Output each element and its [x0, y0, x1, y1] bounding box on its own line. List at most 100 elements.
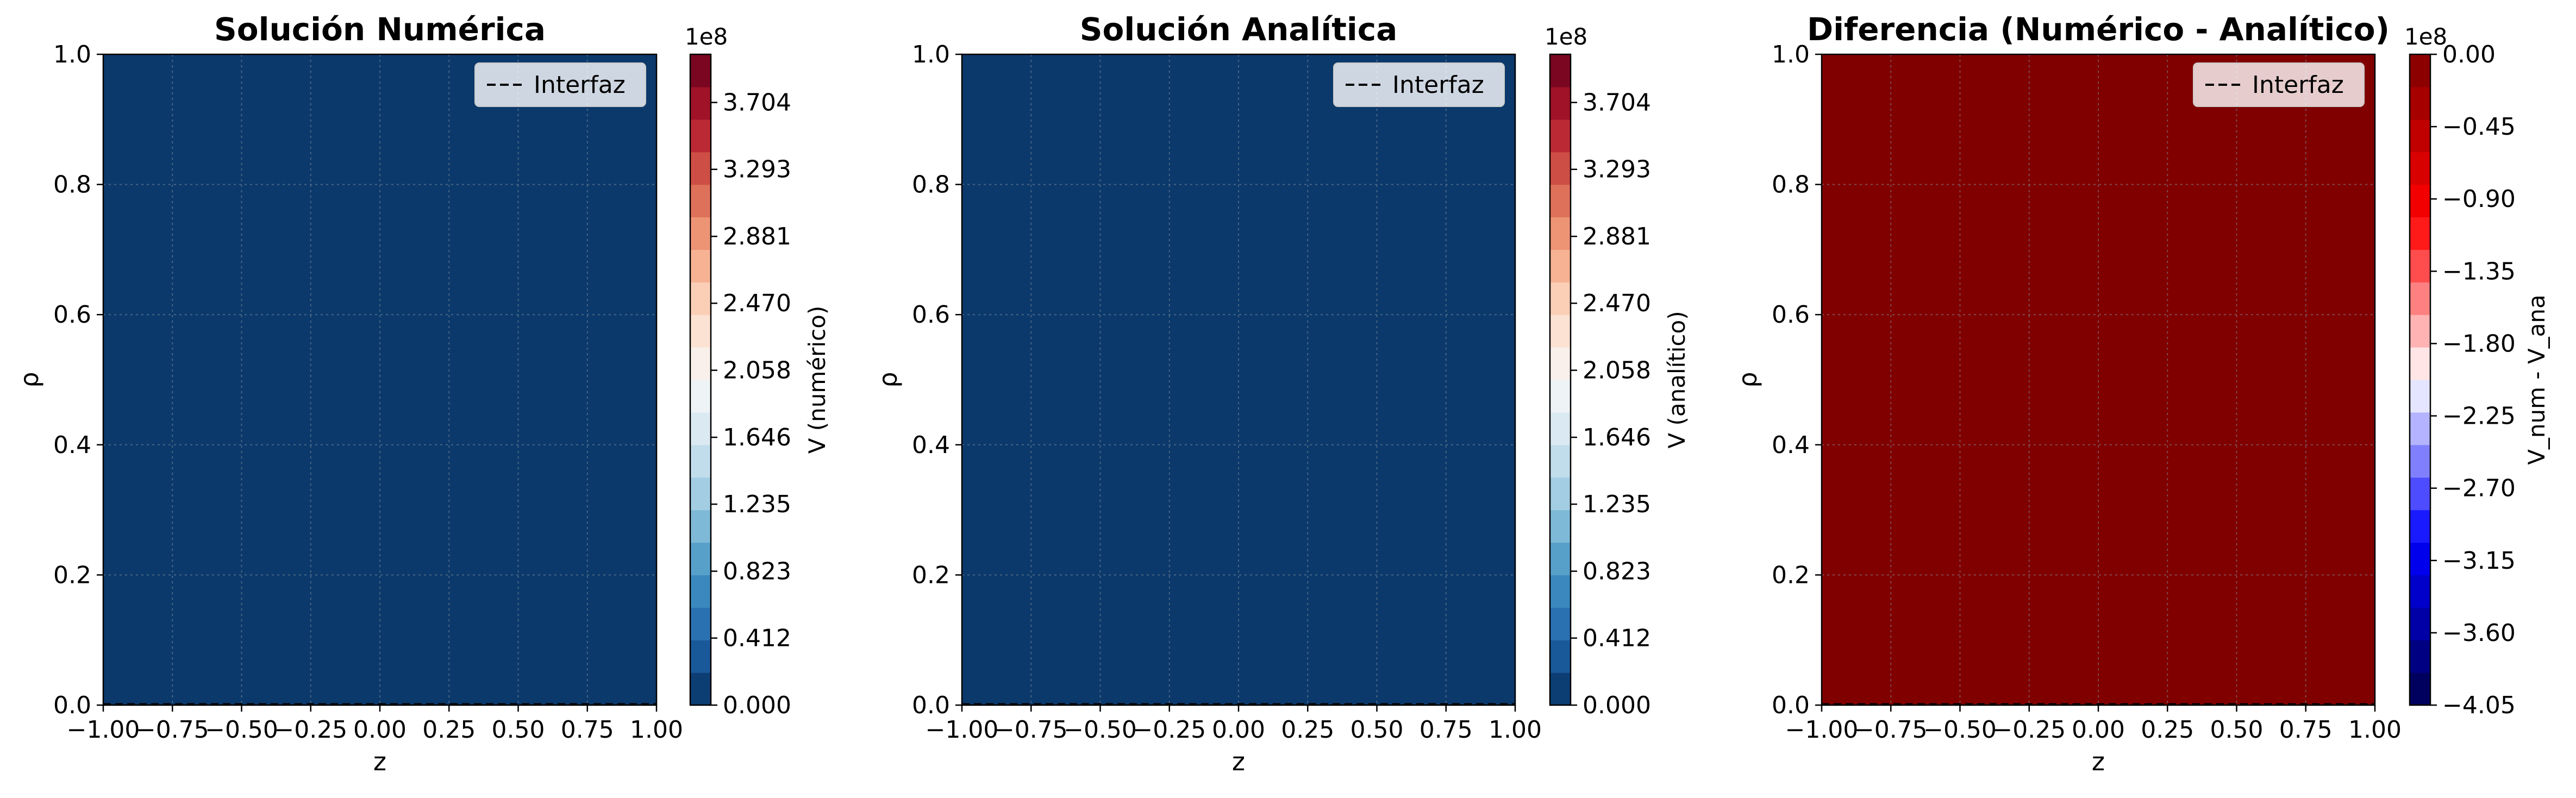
colorbar-tick-label: −0.90 [2442, 185, 2516, 213]
y-tick-label: 0.0 [1772, 692, 1810, 719]
colorbar-segment [1550, 315, 1571, 348]
colorbar-segment [2410, 119, 2430, 153]
colorbar-tick-label: 1.646 [1583, 424, 1651, 451]
x-tick-label: 0.50 [2210, 716, 2264, 744]
colorbar-segment [1550, 510, 1571, 543]
colorbar-segment [690, 217, 711, 250]
x-tick-label: −0.25 [274, 716, 347, 744]
colorbar-segment [1550, 380, 1571, 413]
colorbar-segment [2410, 347, 2430, 380]
x-tick-label: −0.25 [1992, 716, 2066, 744]
y-tick-label: 0.2 [1772, 561, 1810, 589]
colorbar-segment [2410, 542, 2430, 575]
chart-title: Solución Analítica [1080, 11, 1398, 48]
x-tick-label: 0.25 [422, 716, 476, 744]
x-tick-label: −1.00 [1785, 716, 1859, 744]
colorbar-tick-label: 1.646 [723, 424, 791, 451]
y-tick-label: 0.0 [912, 692, 950, 719]
y-axis-label: ρ [15, 372, 44, 387]
colorbar-segment [690, 607, 711, 640]
x-tick-label: −0.75 [1854, 716, 1928, 744]
colorbar-segment [1550, 184, 1571, 218]
colorbar-tick-label: −2.25 [2442, 403, 2516, 430]
y-tick-label: 0.8 [53, 171, 91, 199]
colorbar-segment [690, 315, 711, 348]
colorbar-segment [2410, 640, 2430, 673]
colorbar-tick-label: 2.470 [723, 290, 791, 317]
colorbar-tick-label: 3.293 [723, 156, 791, 184]
colorbar-tick-label: 0.412 [1583, 625, 1651, 652]
colorbar-segment [690, 282, 711, 315]
colorbar-segment [2410, 380, 2430, 413]
colorbar-segment [690, 184, 711, 218]
x-tick-label: −1.00 [67, 716, 140, 744]
colorbar-segment [1550, 673, 1571, 706]
y-tick-label: 0.6 [1772, 301, 1810, 329]
x-tick-label: 0.25 [1281, 716, 1334, 744]
colorbar-segment [1550, 249, 1571, 282]
legend-box [474, 62, 646, 107]
colorbar-tick-label: −1.35 [2442, 257, 2516, 285]
colorbar-tick-label: −1.80 [2442, 330, 2516, 357]
colorbar-segment [2410, 510, 2430, 543]
colorbar-segment [2410, 86, 2430, 120]
colorbar-segment [690, 380, 711, 413]
colorbar-tick-label: 0.000 [723, 692, 791, 719]
panel-2: −1.00−0.75−0.50−0.25 0.00 0.25 0.50 0.75 1.00… [873, 11, 1690, 776]
x-tick-label: −1.00 [926, 716, 999, 744]
chart-title: Diferencia (Numérico - Analítico) [1807, 11, 2390, 48]
colorbar-tick-label: −4.05 [2442, 692, 2516, 719]
colorbar-tick-label: 0.000 [1583, 692, 1651, 719]
colorbar-segment [2410, 315, 2430, 348]
legend-box [2193, 62, 2365, 107]
colorbar-tick-label: −0.45 [2442, 113, 2516, 141]
field-heatmap [103, 54, 656, 705]
x-tick-label: 0.50 [1350, 716, 1404, 744]
colorbar-segment [690, 477, 711, 511]
y-tick-label: 1.0 [912, 41, 950, 68]
y-tick-label: 0.2 [912, 561, 950, 589]
colorbar: −4.05 −3.60 −3.15 −2.70 −2.25 −1.80 −1.35 −0.90… [2404, 23, 2550, 719]
colorbar-segment [690, 347, 711, 380]
colorbar: 0.000 0.412 0.823 1.235 1.646 2.058 2.470 2.881… [1545, 23, 1690, 719]
x-tick-label: −0.75 [136, 716, 209, 744]
legend-box [1333, 62, 1505, 107]
field-heatmap [1822, 54, 2375, 705]
x-axis-label: z [2092, 747, 2105, 776]
colorbar-tick-label: 2.881 [723, 223, 791, 250]
colorbar-tick-label: 1.235 [723, 491, 791, 518]
x-tick-label: 1.00 [1489, 716, 1542, 744]
colorbar-tick-label: 3.704 [1583, 89, 1651, 117]
x-tick-label: −0.50 [205, 716, 278, 744]
colorbar-label: V (numérico) [804, 306, 830, 454]
colorbar-segment [2410, 477, 2430, 511]
colorbar-segment [690, 152, 711, 185]
colorbar-segment [2410, 249, 2430, 282]
y-tick-label: 0.4 [1772, 431, 1810, 459]
colorbar-tick-label: −2.70 [2442, 475, 2516, 502]
colorbar-segment [1550, 54, 1571, 87]
colorbar-segment [1550, 282, 1571, 315]
colorbar-tick-label: −3.15 [2442, 547, 2516, 575]
x-axis-label: z [1232, 747, 1245, 776]
colorbar-segment [1550, 477, 1571, 511]
colorbar-segment [2410, 607, 2430, 640]
y-tick-label: 0.4 [53, 431, 91, 459]
colorbar-frame [2409, 53, 2431, 706]
x-tick-label: 0.50 [492, 716, 545, 744]
colorbar-multiplier: 1e8 [685, 23, 728, 50]
colorbar-segment [1550, 217, 1571, 250]
colorbar: 0.000 0.412 0.823 1.235 1.646 2.058 2.470 2.881… [685, 23, 830, 719]
legend: Interfaz [474, 62, 646, 107]
x-tick-label: −0.75 [995, 716, 1068, 744]
colorbar-segment [690, 510, 711, 543]
y-tick-label: 0.4 [912, 431, 950, 459]
x-tick-label: −0.25 [1133, 716, 1206, 744]
colorbar-multiplier: 1e8 [2404, 23, 2447, 50]
y-axis-label: ρ [873, 372, 903, 387]
x-tick-label: 0.00 [353, 716, 407, 744]
x-tick-label: 0.75 [2279, 716, 2333, 744]
colorbar-tick-label: 1.235 [1583, 491, 1651, 518]
colorbar-segment [690, 119, 711, 153]
